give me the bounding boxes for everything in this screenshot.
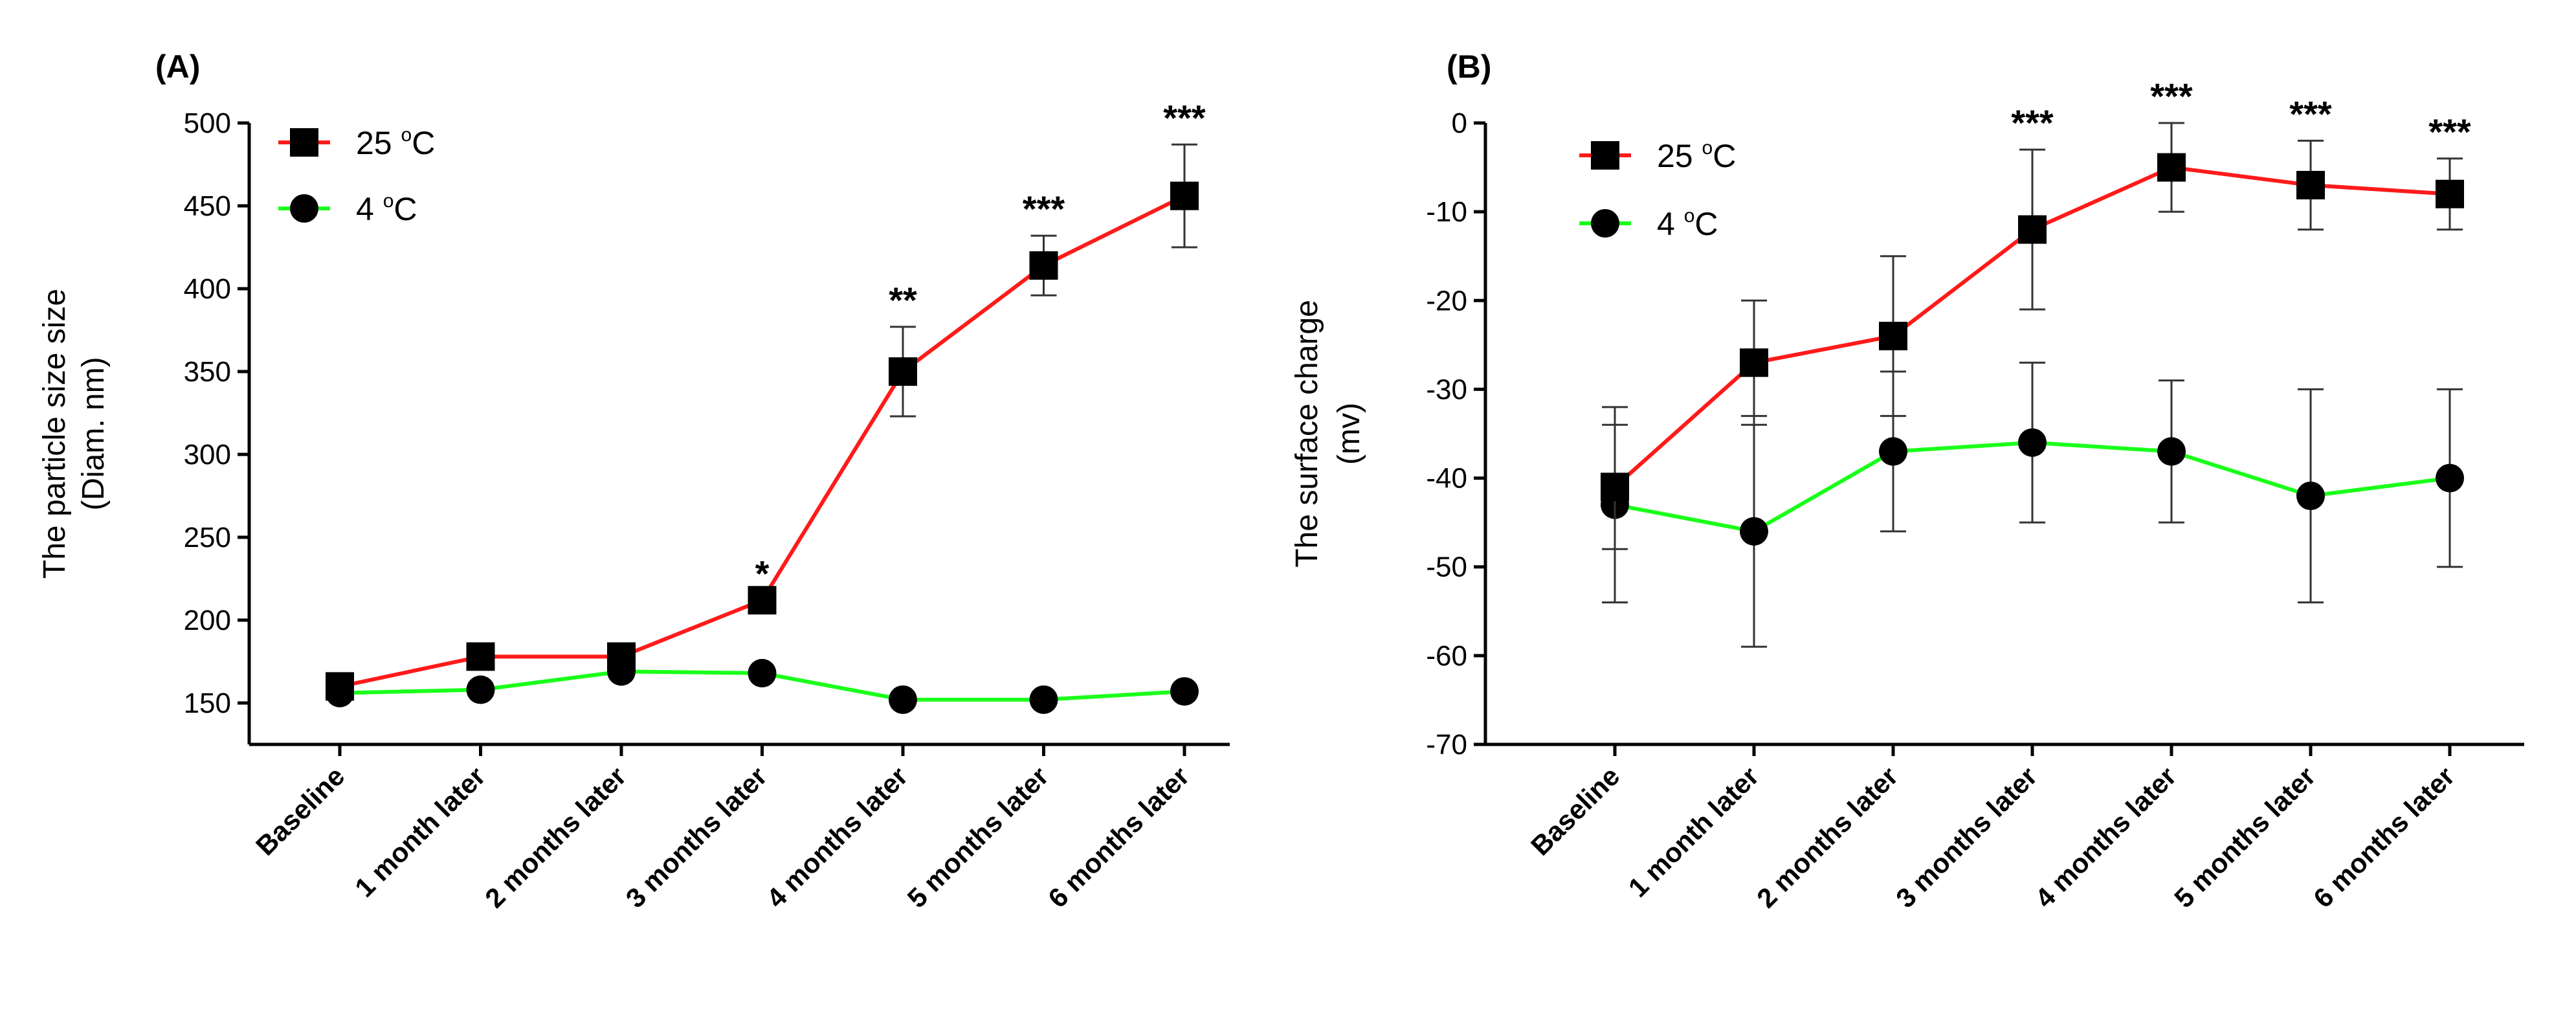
series-25c-point (1601, 473, 1629, 502)
panel-label: (A) (155, 49, 200, 85)
legend-label-unit: C (1713, 138, 1736, 174)
y-tick-label: 200 (184, 605, 231, 636)
series-4c-point (2018, 428, 2047, 457)
series-25c-point (2018, 215, 2047, 244)
series-25c-point (1029, 251, 1058, 280)
legend-label-base: 4 (356, 191, 383, 227)
y-tick-label: -20 (1426, 285, 1467, 317)
x-tick-label: 6 months later (2307, 761, 2460, 913)
series-4c-point (466, 675, 495, 704)
series-4c-point (1879, 437, 1907, 466)
series-25c-point (748, 586, 777, 615)
significance-marker: *** (2289, 93, 2332, 134)
y-tick-label: -60 (1426, 640, 1467, 672)
y-tick-label: 250 (184, 522, 231, 553)
x-tick-label: 5 months later (902, 761, 1054, 913)
significance-marker: * (755, 553, 770, 594)
significance-marker: *** (2428, 111, 2471, 152)
legend-label-unit: C (394, 191, 417, 227)
y-tick-label: -50 (1426, 552, 1467, 583)
legend-label-degree: o (1702, 137, 1713, 159)
legend-4c-marker (290, 194, 318, 223)
x-tick-label: Baseline (1525, 761, 1625, 861)
series-25c-point (1740, 348, 1768, 377)
x-tick-label: 1 month later (1623, 761, 1765, 903)
y-tick-label: 150 (184, 687, 231, 719)
y-axis-title-units: (Diam. nm) (76, 357, 111, 510)
y-tick-label: -40 (1426, 463, 1467, 495)
legend-label-degree: o (1684, 205, 1695, 227)
series-25c-point (326, 672, 354, 701)
significance-marker: *** (2011, 102, 2054, 143)
legend-25c-marker (1591, 141, 1619, 170)
series-25c-point (2157, 153, 2186, 182)
x-tick-label: Baseline (250, 761, 350, 861)
significance-marker: ** (889, 280, 917, 320)
series-4c-point (2296, 482, 2325, 510)
series-4c-point (748, 658, 777, 687)
x-tick-label: 2 months later (479, 761, 632, 913)
y-tick-label: -30 (1426, 374, 1467, 405)
legend-label-unit: C (412, 125, 435, 161)
series-4c-point (889, 685, 917, 714)
y-axis-title: The particle size size (38, 289, 72, 579)
y-tick-label: 400 (184, 273, 231, 305)
y-tick-label: 300 (184, 439, 231, 471)
legend-25c-label: 25 oC (356, 124, 435, 161)
significance-marker: *** (1023, 188, 1065, 229)
x-tick-label: 1 month later (349, 761, 491, 903)
legend-4c-label: 4 oC (1657, 205, 1718, 242)
legend-label-unit: C (1694, 206, 1718, 242)
series-4c-point (1029, 685, 1058, 714)
legend-label-base: 25 (1657, 138, 1702, 174)
y-tick-label: 500 (184, 107, 231, 139)
y-tick-label: -70 (1426, 729, 1467, 761)
y-axis-title: The surface charge (1290, 300, 1324, 568)
series-25c-point (1170, 181, 1199, 210)
y-axis-title-units: (mv) (1332, 403, 1366, 465)
series-25c-point (889, 357, 917, 386)
series-25c-point (1879, 322, 1907, 351)
legend-label-base: 4 (1657, 206, 1684, 242)
legend-4c-label: 4 oC (356, 190, 417, 227)
legend-4c-marker (1591, 209, 1619, 238)
series-25c-point (607, 642, 636, 671)
y-tick-label: 450 (184, 190, 231, 222)
legend-25c-label: 25 oC (1657, 137, 1736, 174)
x-tick-label: 4 months later (2029, 761, 2182, 913)
x-tick-label: 4 months later (761, 761, 913, 913)
y-tick-label: -10 (1426, 196, 1467, 228)
series-4c-point (1740, 517, 1768, 546)
series-25c-point (466, 642, 495, 671)
y-tick-label: 0 (1452, 107, 1467, 139)
legend-label-degree: o (401, 124, 412, 146)
series-4c-point (1170, 677, 1199, 706)
x-tick-label: 6 months later (1042, 761, 1195, 913)
series-4c-point (2436, 463, 2464, 493)
x-tick-label: 2 months later (1751, 761, 1904, 913)
legend-25c-marker (290, 128, 318, 157)
x-tick-label: 3 months later (1890, 761, 2043, 913)
legend-label-base: 25 (356, 125, 401, 161)
panel-label: (B) (1447, 49, 1491, 85)
series-25c-point (2436, 179, 2464, 208)
significance-marker: *** (1163, 97, 1206, 138)
x-tick-label: 5 months later (2168, 761, 2321, 913)
legend-label-degree: o (383, 190, 394, 212)
significance-marker: *** (2150, 76, 2193, 117)
x-tick-label: 3 months later (620, 761, 773, 913)
series-4c-point (2157, 437, 2186, 466)
series-25c-point (2296, 171, 2325, 199)
y-tick-label: 350 (184, 356, 231, 388)
